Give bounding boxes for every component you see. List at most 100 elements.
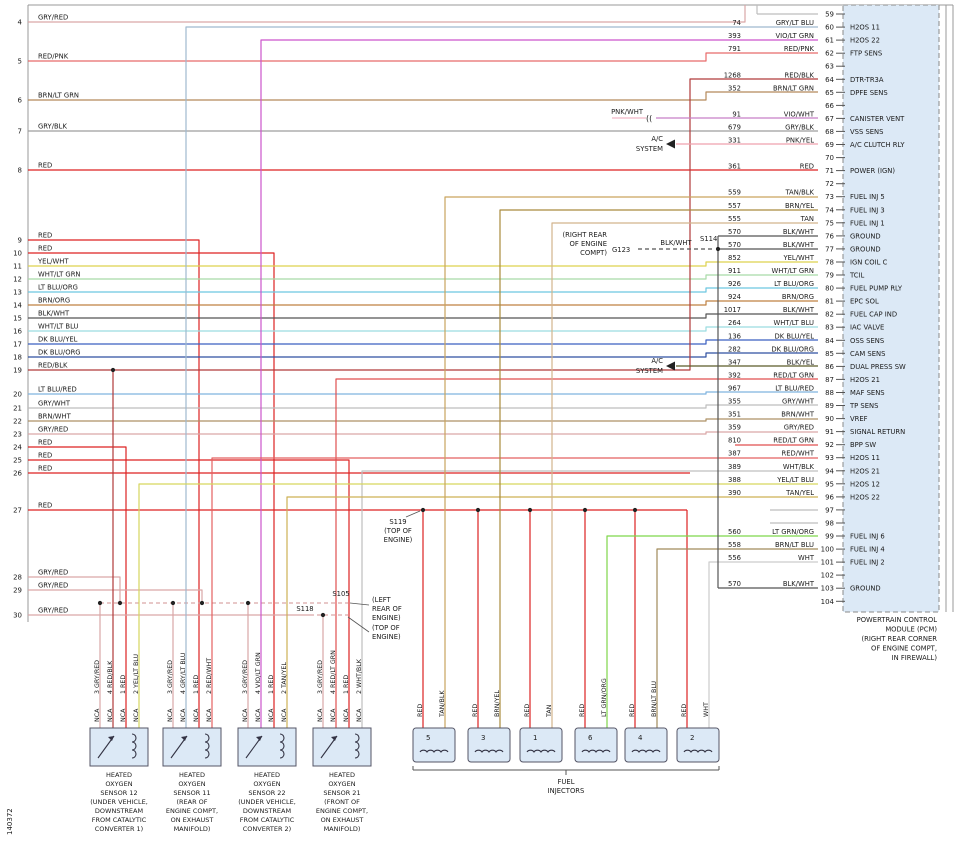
g123-wire-label: BLK/WHT (660, 239, 692, 247)
circuit-number-label: 791 (728, 45, 741, 53)
pcm-pin-number: 64 (825, 76, 834, 84)
pcm-pin-number: 65 (825, 89, 834, 97)
sensor-wire-tag: 2 YEL/LT BLU (133, 654, 140, 694)
row-number: 30 (13, 612, 22, 620)
nca-tag: NCA (343, 708, 350, 722)
pcm-pin-number: 84 (825, 337, 834, 345)
wire-red-blk (28, 78, 818, 371)
sensor-name-label: OXYGEN (328, 780, 355, 788)
wire-color-label: WHT/LT GRN (771, 267, 814, 275)
row-number: 28 (13, 574, 22, 582)
injector-coil (474, 749, 504, 754)
pcm-signal-label: FUEL CAP IND (850, 311, 897, 319)
pcm-pin-number: 101 (821, 559, 834, 567)
pcm-signal-label: SIGNAL RETURN (850, 428, 905, 436)
pcm-signal-label: MAF SENS (850, 389, 885, 397)
circuit-number-label: 282 (728, 345, 741, 353)
sensor-name-label: SENSOR 12 (100, 789, 137, 797)
junction-dot (97, 600, 103, 606)
wire-color-label: TAN/BLK (784, 189, 814, 197)
pcm-signal-label: FUEL PUMP RLY (850, 285, 903, 293)
sensor-wire-tag: 1 RED (343, 675, 350, 694)
s118-location-label: ENGINE) (372, 633, 401, 641)
injector-wire-tag: RED (417, 704, 424, 717)
wire-red-wht (211, 457, 818, 728)
sensor-name-label: OXYGEN (253, 780, 280, 788)
pcm-pin-number: 93 (825, 454, 834, 462)
sensor-name-label: (UNDER VEHICLE, (238, 798, 296, 806)
nca-tag: NCA (317, 708, 324, 722)
ac-system-arrow (666, 139, 675, 149)
nca-tag: NCA (107, 708, 114, 722)
injector-number: 4 (638, 734, 643, 742)
o2-sensor-box (312, 727, 372, 767)
sensor-name-label: FROM CATALYTIC (92, 816, 147, 824)
circuit-number-label: 331 (728, 137, 741, 145)
wire-color-label: BLK/WHT (783, 306, 815, 314)
pcm-pin-number: 72 (825, 180, 834, 188)
wire-wht-blk (361, 470, 818, 728)
sensor-wire-tag: 3 GRY/RED (167, 660, 174, 694)
injector-wire-tag: RED (524, 704, 531, 717)
o2-sensor-box (162, 727, 222, 767)
circuit-number-label: 924 (728, 293, 741, 301)
wire-gry-wht (28, 404, 818, 409)
injector-box (676, 727, 720, 763)
pcm-pin-number: 94 (825, 467, 834, 475)
sensor-element-arrowhead (331, 736, 337, 741)
pcm-pin-number: 86 (825, 363, 834, 371)
pcm-pin-number: 68 (825, 128, 834, 136)
injector-coil (419, 749, 449, 754)
wire-color-label: DK BLU/ORG (771, 345, 814, 353)
circuit-number-label: 355 (728, 398, 741, 406)
sensor-wire-tag: 4 RED/LT GRN (330, 650, 337, 694)
wire-gry-red (28, 431, 818, 435)
row-number: 29 (13, 587, 22, 595)
wire-brn-lt-blu (656, 548, 818, 728)
row-number: 12 (13, 276, 22, 284)
sensor-name-label: (UNDER VEHICLE, (90, 798, 148, 806)
injector-box (624, 727, 668, 763)
nca-tag: NCA (180, 708, 187, 722)
row-wire-color-label: RED (38, 502, 52, 510)
junction-dot (420, 507, 426, 513)
fuel-injectors-label: FUEL (558, 778, 575, 786)
circuit-number-label: 388 (728, 476, 741, 484)
junction-dot (110, 367, 116, 373)
pcm-pin-number: 97 (825, 506, 834, 514)
wire-red (28, 239, 200, 728)
sensor-wire-tag: 4 VIO/LT GRN (255, 652, 262, 694)
circuit-number-label: 136 (728, 332, 741, 340)
wire-lt-blu-red (28, 391, 818, 395)
injector-wire-tag: TAN/BLK (439, 690, 446, 718)
sensor-name-label: SENSOR 11 (173, 789, 210, 797)
circuit-number-label: 679 (728, 123, 741, 131)
row-number: 19 (13, 367, 22, 375)
wire-color-label: BRN/YEL (785, 202, 814, 210)
wire-color-label: BLK/WHT (783, 580, 815, 588)
injector-number: 3 (481, 734, 485, 742)
pcm-pin-number: 104 (821, 598, 835, 606)
pcm-pin-number: 83 (825, 324, 834, 332)
nca-tag: NCA (120, 708, 127, 722)
sensor-name-label: FROM CATALYTIC (240, 816, 295, 824)
wire-color-label: VIO/WHT (784, 110, 815, 118)
g123-location-label: OF ENGINE (570, 240, 607, 248)
circuit-number-label: 91 (732, 110, 741, 118)
s118-label: S118 (296, 605, 313, 613)
pcm-signal-label: FUEL INJ 1 (850, 219, 885, 227)
circuit-number-label: 967 (728, 385, 741, 393)
wire-red (28, 252, 275, 728)
pcm-signal-label: H2OS 22 (850, 493, 880, 501)
wire-color-label: BLK/WHT (783, 228, 815, 236)
row-wire-color-label: RED (38, 162, 52, 170)
inline-connector-symbol: (( (646, 114, 652, 123)
wire-gry-red (28, 5, 746, 23)
wire-vio-lt-grn (260, 39, 818, 728)
injector-number: 6 (588, 734, 593, 742)
sensor-name-label: DOWNSTREAM (95, 807, 143, 815)
sensor-heater-coil (354, 733, 360, 759)
pcm-pin-number: 103 (821, 585, 834, 593)
pcm-pin-number: 85 (825, 350, 834, 358)
pcm-pin-number: 62 (825, 50, 834, 58)
